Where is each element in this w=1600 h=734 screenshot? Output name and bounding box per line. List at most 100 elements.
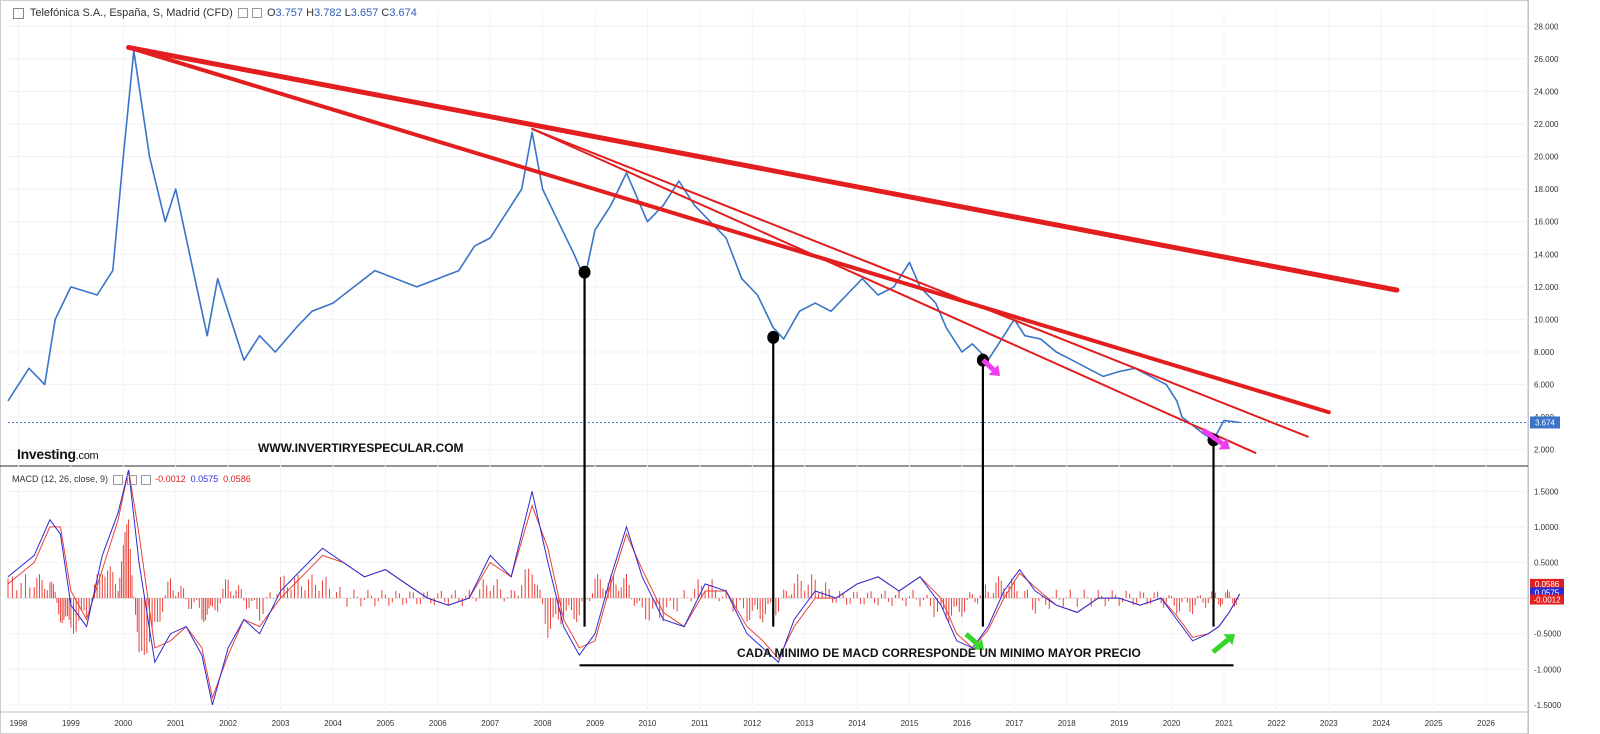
macd-tick-label: 1.0000	[1534, 523, 1559, 532]
x-tick-label: 1999	[62, 719, 80, 728]
price-tick-label: 10.000	[1534, 315, 1559, 324]
x-tick-label: 2021	[1215, 719, 1233, 728]
macd-close-icon[interactable]	[140, 474, 151, 485]
x-tick-label: 2024	[1372, 719, 1390, 728]
macd-tick-label: 1.5000	[1534, 487, 1559, 496]
price-tick-label: 18.000	[1534, 185, 1559, 194]
x-tick-label: 2011	[691, 719, 709, 728]
x-tick-label: 2006	[429, 719, 447, 728]
x-tick-label: 2000	[114, 719, 132, 728]
macd-tick-label: -1.5000	[1534, 701, 1562, 710]
price-tick-label: 2.000	[1534, 446, 1555, 455]
price-tick-label: 22.000	[1534, 120, 1559, 129]
high-value: 3.782	[314, 7, 342, 19]
macd-legend: MACD (12, 26, close, 9) -0.0012 0.0575 0…	[12, 474, 251, 485]
instrument-title: Telefónica S.A., España, S, Madrid (CFD)	[29, 7, 233, 19]
x-tick-label: 2001	[167, 719, 185, 728]
price-series-line	[7, 49, 1240, 441]
price-tick-label: 28.000	[1534, 22, 1559, 31]
macd-tick-label: -1.0000	[1534, 665, 1562, 674]
price-badge: 3.674	[1535, 418, 1556, 427]
x-tick-label: 2013	[796, 719, 814, 728]
price-tick-label: 6.000	[1534, 381, 1555, 390]
macd-hide-icon[interactable]	[126, 474, 137, 485]
x-tick-label: 2007	[481, 719, 499, 728]
x-tick-label: 2016	[953, 719, 971, 728]
macd-line-value: 0.0575	[190, 474, 219, 484]
x-tick-label: 2015	[901, 719, 919, 728]
macd-badge: -0.0012	[1533, 596, 1561, 605]
x-tick-label: 2019	[1110, 719, 1128, 728]
x-tick-label: 2018	[1058, 719, 1076, 728]
green-arrow-head	[972, 638, 984, 650]
x-tick-label: 2014	[848, 719, 866, 728]
macd-badge-bg	[1530, 578, 1564, 589]
magenta-arrow-head	[1218, 438, 1230, 450]
macd-badge: 0.0575	[1535, 588, 1560, 597]
price-legend: Telefónica S.A., España, S, Madrid (CFD)…	[13, 7, 417, 19]
x-tick-label: 2023	[1320, 719, 1338, 728]
x-tick-label: 2003	[272, 719, 290, 728]
green-arrow-shaft	[1211, 637, 1230, 654]
price-tick-label: 26.000	[1534, 55, 1559, 64]
green-arrow-shaft	[964, 632, 979, 646]
x-tick-label: 2017	[1005, 719, 1023, 728]
x-tick-label: 2010	[639, 719, 657, 728]
price-tick-label: 14.000	[1534, 250, 1559, 259]
trendline	[126, 44, 1400, 293]
low-value: 3.657	[350, 7, 379, 19]
high-label: H	[306, 7, 315, 19]
trendline	[531, 127, 1257, 454]
open-label: O	[266, 7, 276, 19]
magenta-arrow-head	[988, 364, 1000, 376]
x-tick-label: 2008	[534, 719, 552, 728]
price-tick-label: 8.000	[1534, 348, 1555, 357]
price-tick-label: 12.000	[1534, 283, 1559, 292]
x-tick-label: 2005	[376, 719, 394, 728]
trendline	[126, 45, 1331, 415]
macd-title: MACD (12, 26, close, 9)	[12, 474, 109, 484]
x-tick-label: 1998	[10, 719, 28, 728]
annotation-caption: CADA MINIMO DE MACD CORRESPONDE UN MINIM…	[737, 646, 1141, 660]
x-tick-label: 2022	[1268, 719, 1286, 728]
price-low-marker	[767, 330, 780, 344]
x-tick-label: 2009	[586, 719, 604, 728]
chart-frame	[0, 0, 1529, 734]
investing-logo: Investing.com	[17, 446, 99, 462]
price-tick-label: 24.000	[1534, 87, 1559, 96]
x-tick-label: 2025	[1425, 719, 1443, 728]
macd-badge-bg	[1530, 587, 1564, 598]
x-tick-label: 2002	[219, 719, 237, 728]
x-tick-label: 2020	[1163, 719, 1181, 728]
price-tick-label: 20.000	[1534, 153, 1559, 162]
price-tick-label: 16.000	[1534, 218, 1559, 227]
magenta-arrow-shaft	[1201, 427, 1225, 446]
open-value: 3.757	[275, 7, 304, 19]
macd-settings-icon[interactable]	[112, 474, 123, 485]
price-low-marker	[578, 265, 591, 279]
x-tick-label: 2012	[743, 719, 761, 728]
magenta-arrow-shaft	[981, 358, 996, 372]
macd-hist-value: -0.0012	[155, 474, 186, 484]
close-value: 3.674	[389, 7, 417, 19]
green-arrow-head	[1223, 634, 1235, 646]
settings-icon[interactable]	[237, 8, 248, 19]
macd-main-line	[7, 469, 1241, 706]
macd-signal-line	[7, 469, 1241, 700]
x-tick-label: 2026	[1477, 719, 1495, 728]
close-label: C	[381, 7, 390, 19]
x-tick-label: 2004	[324, 719, 342, 728]
trendline	[531, 127, 1309, 438]
macd-badge: 0.0586	[1535, 580, 1560, 589]
collapse-icon[interactable]	[13, 7, 24, 19]
close-icon[interactable]	[251, 8, 262, 19]
macd-signal-value: 0.0586	[223, 474, 251, 484]
low-label: L	[344, 7, 351, 19]
macd-badge-bg	[1530, 594, 1564, 605]
macd-tick-label: -0.5000	[1534, 630, 1562, 639]
price-badge-bg	[1530, 416, 1560, 429]
watermark-text: WWW.INVERTIRYESPECULAR.COM	[258, 441, 464, 455]
macd-tick-label: 0.5000	[1534, 559, 1559, 568]
